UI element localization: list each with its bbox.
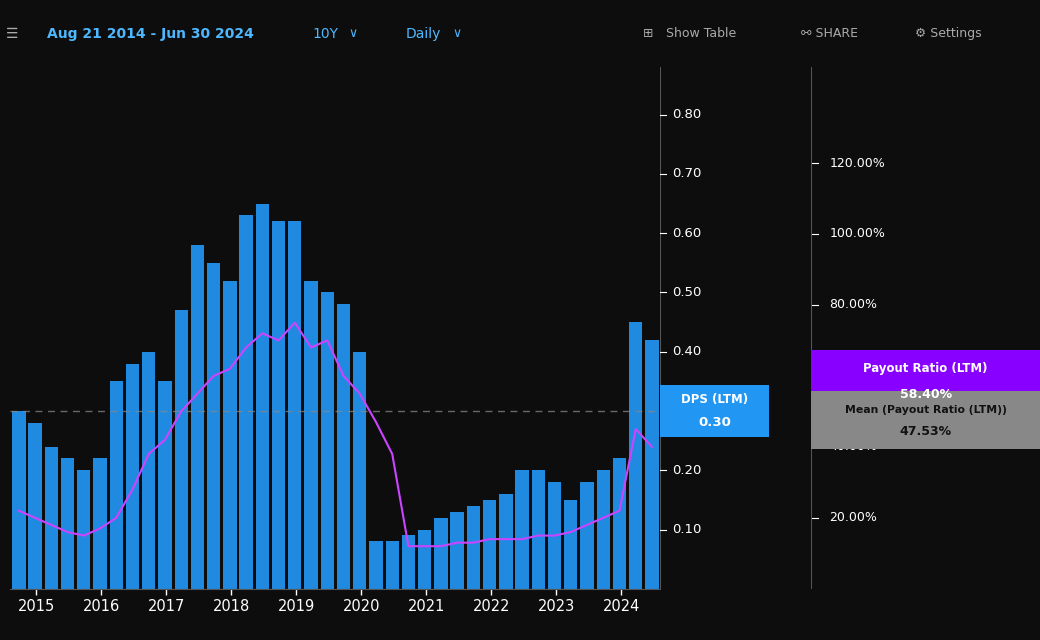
Bar	[142, 352, 155, 589]
Text: ∨: ∨	[452, 27, 462, 40]
Text: Mean (Payout Ratio (LTM)): Mean (Payout Ratio (LTM))	[844, 404, 1007, 415]
Bar	[564, 500, 577, 589]
Text: ⚯ SHARE: ⚯ SHARE	[801, 27, 858, 40]
Bar	[645, 340, 658, 589]
Bar	[109, 381, 123, 589]
Text: 0.50: 0.50	[673, 286, 702, 299]
Text: 60.00%: 60.00%	[830, 369, 878, 383]
Bar	[305, 280, 317, 589]
Text: 80.00%: 80.00%	[830, 298, 878, 312]
Bar	[597, 470, 609, 589]
Bar	[531, 470, 545, 589]
Bar	[811, 350, 1040, 413]
Text: 47.53%: 47.53%	[900, 425, 952, 438]
Bar	[435, 518, 447, 589]
Bar	[580, 482, 594, 589]
Bar	[207, 263, 220, 589]
Bar	[77, 470, 90, 589]
Bar	[499, 494, 513, 589]
Bar	[483, 500, 496, 589]
Text: 0.30: 0.30	[698, 416, 731, 429]
Bar	[239, 216, 253, 589]
Text: 0.20: 0.20	[673, 464, 702, 477]
Bar	[354, 352, 366, 589]
Text: DPS (LTM): DPS (LTM)	[681, 393, 748, 406]
Text: 0.30: 0.30	[673, 404, 702, 417]
Bar	[811, 392, 1040, 449]
Text: 0.40: 0.40	[673, 345, 702, 358]
Bar	[61, 458, 74, 589]
Bar	[369, 541, 383, 589]
Bar	[12, 411, 26, 589]
Text: Show Table: Show Table	[666, 27, 736, 40]
Text: 0.70: 0.70	[673, 168, 702, 180]
Text: 58.40%: 58.40%	[900, 388, 952, 401]
Text: 0.80: 0.80	[673, 108, 702, 121]
Text: Payout Ratio (LTM): Payout Ratio (LTM)	[863, 362, 988, 375]
Bar	[175, 310, 188, 589]
Bar	[126, 364, 139, 589]
Bar	[337, 304, 350, 589]
Bar	[45, 447, 58, 589]
Text: 100.00%: 100.00%	[830, 227, 885, 241]
Text: Aug 21 2014 - Jun 30 2024: Aug 21 2014 - Jun 30 2024	[47, 27, 254, 40]
Bar	[94, 458, 107, 589]
Bar	[548, 482, 562, 589]
Bar	[418, 529, 432, 589]
Text: 120.00%: 120.00%	[830, 157, 885, 170]
Text: 0.60: 0.60	[673, 227, 702, 239]
Bar	[256, 204, 269, 589]
Bar	[386, 541, 399, 589]
Bar	[613, 458, 626, 589]
FancyBboxPatch shape	[660, 385, 769, 437]
Bar	[158, 381, 172, 589]
Bar	[467, 506, 480, 589]
Bar	[190, 245, 204, 589]
Bar	[224, 280, 236, 589]
Text: ⊞: ⊞	[643, 27, 653, 40]
Text: ∨: ∨	[348, 27, 358, 40]
Text: 40.00%: 40.00%	[830, 440, 878, 453]
Bar	[320, 292, 334, 589]
Text: Daily: Daily	[406, 27, 441, 40]
Text: 20.00%: 20.00%	[830, 511, 878, 524]
Bar	[401, 536, 415, 589]
Bar	[629, 322, 643, 589]
Bar	[28, 423, 42, 589]
Bar	[271, 221, 285, 589]
Bar	[288, 221, 302, 589]
Text: ⚙ Settings: ⚙ Settings	[915, 27, 982, 40]
Text: 10Y: 10Y	[312, 27, 338, 40]
Text: 0.10: 0.10	[673, 523, 702, 536]
Bar	[516, 470, 528, 589]
Text: ☰: ☰	[6, 27, 19, 40]
Bar	[450, 512, 464, 589]
